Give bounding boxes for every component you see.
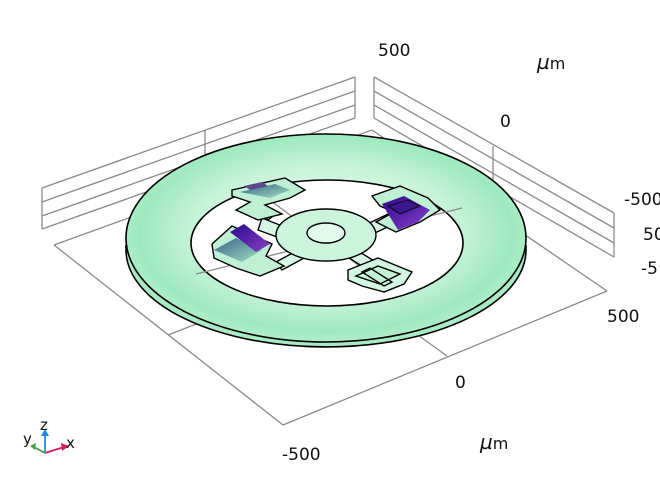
tick-label-right-50: 50 [643, 225, 660, 245]
tick-label-front-500: 500 [607, 307, 640, 327]
triad-x-label: x [66, 434, 75, 452]
tick-label-front-minus500: -500 [282, 445, 321, 465]
spring-bottom-left [211, 224, 286, 277]
spring-top-left [231, 177, 307, 221]
tick-label-right-0: 0 [500, 112, 511, 132]
triad-z-label: z [40, 416, 48, 434]
axis-triad [30, 429, 69, 454]
spring-bottom-right [347, 257, 414, 293]
tick-label-front-0: 0 [455, 373, 466, 393]
axis-unit-bottom-rest: m [492, 434, 509, 453]
axis-unit-top: µm [537, 50, 565, 74]
spring-top-right [370, 185, 442, 233]
tick-label-right-minus500: -500 [624, 190, 660, 210]
tick-label-right-minus5: -5 [641, 259, 658, 279]
tick-label-top-500: 500 [378, 41, 411, 61]
axis-unit-bottom-symbol: µ [480, 430, 493, 454]
axis-unit-top-symbol: µ [537, 50, 550, 74]
triad-y-label: y [23, 430, 32, 448]
axis-unit-bottom: µm [480, 430, 508, 454]
axis-unit-top-rest: m [549, 54, 566, 73]
